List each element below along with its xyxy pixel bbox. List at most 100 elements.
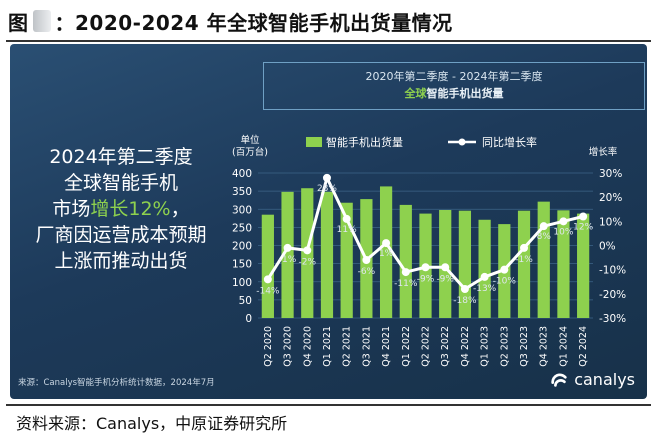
growth-data-label: 1% <box>379 249 394 259</box>
bar <box>557 210 570 318</box>
x-tick-label: Q2 2020 <box>263 326 274 367</box>
growth-point <box>460 285 469 293</box>
growth-point <box>362 256 371 264</box>
growth-point <box>559 217 568 226</box>
growth-point <box>520 243 529 252</box>
figure-marker-icon <box>32 10 51 32</box>
legend-line-label: 同比增长率 <box>482 135 537 149</box>
y-tick-label: 200 <box>232 241 252 253</box>
x-tick-label: Q2 2022 <box>421 326 432 367</box>
y2-axis-label: 增长率 <box>589 146 618 158</box>
x-tick-label: Q1 2022 <box>401 326 412 367</box>
bar <box>399 204 412 318</box>
brand: canalys <box>550 370 635 389</box>
x-tick-label: Q4 2020 <box>302 326 313 367</box>
headline-accent: 全球 <box>404 87 427 100</box>
growth-data-label: -9% <box>436 274 454 284</box>
bar <box>261 214 274 318</box>
growth-point <box>283 243 292 252</box>
bar <box>537 201 550 318</box>
y-tick-label: 400 <box>232 168 252 180</box>
y-tick-label: 300 <box>232 204 252 216</box>
growth-data-label: -18% <box>453 296 477 306</box>
chart-panel: 2020年第二季度 - 2024年第二季度 全球智能手机出货量 2024年第二季… <box>10 44 647 399</box>
x-tick-label: Q3 2023 <box>519 326 530 367</box>
growth-data-label: 12% <box>573 223 593 233</box>
x-tick-label: Q2 2024 <box>578 326 589 367</box>
legend-bar-swatch <box>306 137 322 147</box>
top-rule <box>6 40 651 42</box>
callout-accent: 增长12% <box>90 198 171 220</box>
growth-point <box>263 275 272 284</box>
brand-name: canalys <box>574 370 635 389</box>
headline-period: 2020年第二季度 - 2024年第二季度 <box>365 70 543 83</box>
growth-point <box>421 263 430 272</box>
growth-data-label: -1% <box>279 255 297 265</box>
x-tick-label: Q3 2021 <box>361 326 372 367</box>
growth-point <box>579 212 588 221</box>
figure-title-text: ：2020-2024 年全球智能手机出货量情况 <box>54 10 453 35</box>
callout-line1: 2024年第二季度 <box>49 146 193 168</box>
y-tick-label: 100 <box>232 277 252 289</box>
headline-rest: 智能手机出货量 <box>426 87 504 100</box>
growth-data-label: -11% <box>394 279 418 289</box>
growth-data-label: 11% <box>337 225 357 235</box>
growth-data-label: 8% <box>537 232 552 242</box>
bar <box>340 202 353 318</box>
callout-line5: 上涨而推动出货 <box>54 250 188 272</box>
bar <box>478 219 491 318</box>
growth-point <box>303 246 312 255</box>
bar <box>320 191 334 318</box>
headline-box: 2020年第二季度 - 2024年第二季度 全球智能手机出货量 <box>263 62 645 110</box>
x-tick-label: Q3 2022 <box>440 326 451 367</box>
callout-line4: 厂商因运营成本预期 <box>35 224 207 246</box>
growth-point <box>401 268 410 277</box>
bar <box>577 213 590 318</box>
y2-tick-label: 30% <box>599 168 622 180</box>
x-tick-label: Q1 2021 <box>322 326 333 367</box>
legend-bar-label: 智能手机出货量 <box>326 135 403 149</box>
growth-point <box>500 265 509 274</box>
growth-point <box>539 222 548 231</box>
y-tick-label: 0 <box>245 313 252 325</box>
growth-point <box>480 272 489 281</box>
growth-data-label: 10% <box>553 227 573 237</box>
growth-point <box>382 239 391 248</box>
y2-tick-label: 10% <box>599 216 622 228</box>
y-tick-label: 250 <box>232 222 252 234</box>
bar <box>379 186 393 318</box>
y2-tick-label: 20% <box>599 192 622 204</box>
figure-source: 资料来源：Canalys，中原证券研究所 <box>16 414 288 433</box>
x-tick-label: Q1 2024 <box>558 326 569 367</box>
x-tick-label: Q4 2021 <box>381 326 392 367</box>
growth-data-label: -1% <box>515 255 533 265</box>
canalys-logo-icon <box>551 372 567 387</box>
headline-subject: 全球智能手机出货量 <box>264 85 644 101</box>
x-tick-label: Q2 2021 <box>342 326 353 367</box>
y-axis-unit-label: 单位 <box>240 134 260 146</box>
x-tick-label: Q4 2022 <box>460 326 471 367</box>
growth-data-label: -2% <box>298 257 316 267</box>
x-tick-label: Q2 2023 <box>499 326 510 367</box>
y2-tick-label: -30% <box>599 313 626 325</box>
growth-data-label: -9% <box>417 274 435 284</box>
callout-text: 2024年第二季度 全球智能手机 市场增长12%， 厂商因运营成本预期 上涨而推… <box>18 144 224 274</box>
growth-point <box>342 214 351 223</box>
y-axis-unit-label: (百万台) <box>232 146 268 158</box>
growth-point <box>441 263 450 272</box>
x-tick-label: Q4 2023 <box>539 326 550 367</box>
legend-line-marker <box>458 138 466 146</box>
growth-data-label: -10% <box>493 277 517 287</box>
figure-label: 图 <box>8 10 29 35</box>
x-tick-label: Q1 2023 <box>480 326 491 367</box>
bar <box>281 191 294 318</box>
callout-line2: 全球智能手机 <box>63 172 178 194</box>
growth-point <box>322 173 331 182</box>
callout-line3-prefix: 市场 <box>52 198 91 220</box>
x-tick-label: Q3 2020 <box>283 326 294 367</box>
y-tick-label: 350 <box>232 186 252 198</box>
bar <box>517 210 531 318</box>
growth-data-label: -6% <box>358 267 376 277</box>
y2-tick-label: -10% <box>599 265 626 277</box>
